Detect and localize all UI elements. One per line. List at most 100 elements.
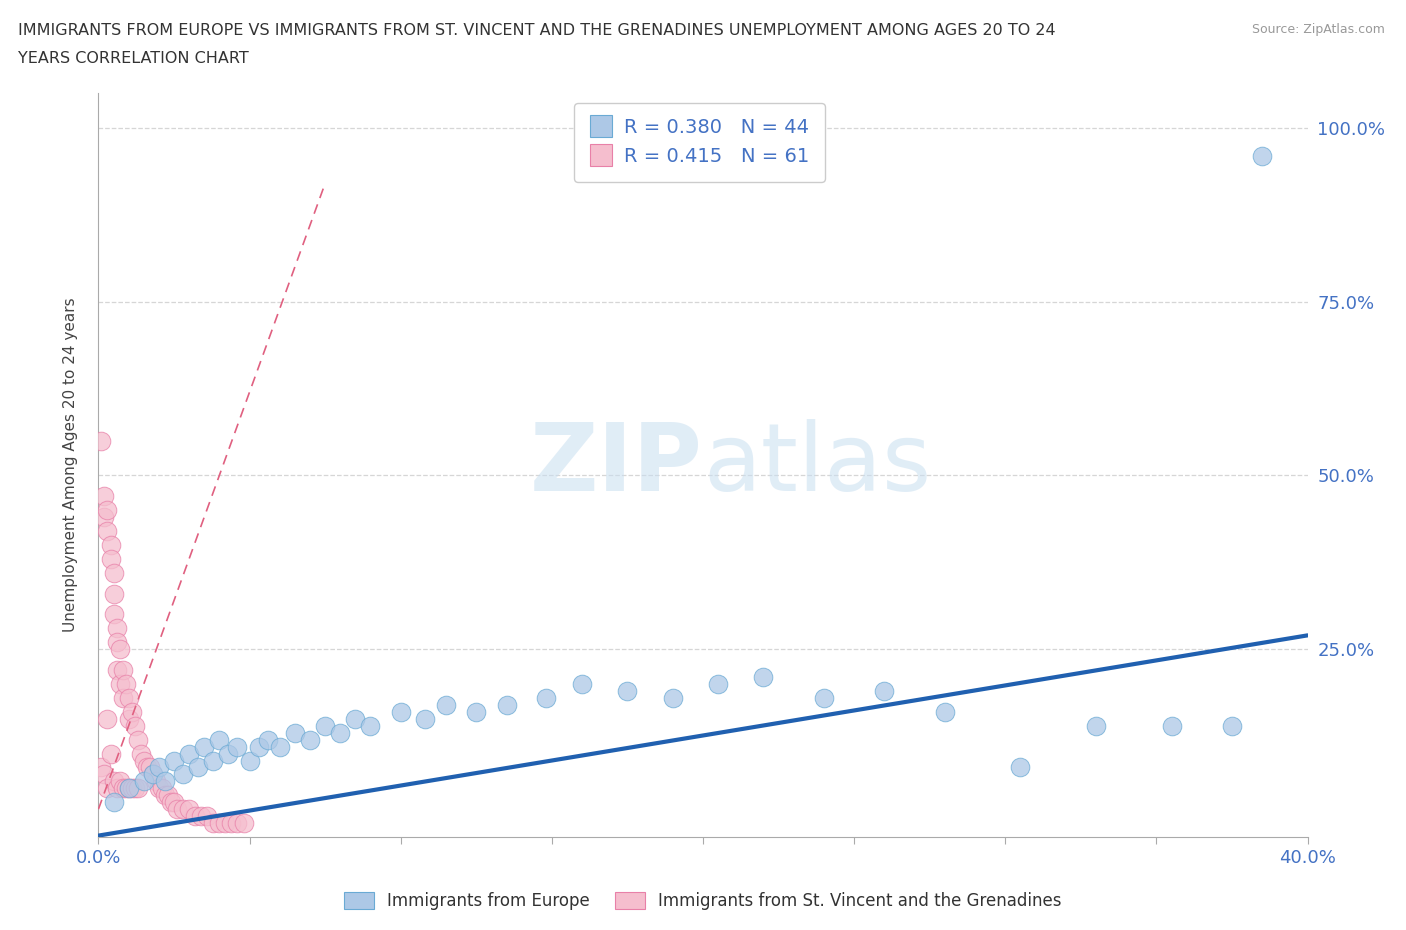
Text: ZIP: ZIP [530, 419, 703, 511]
Point [661, 690, 683, 705]
Point [389, 704, 412, 719]
Point [142, 767, 165, 782]
Point [132, 753, 155, 768]
Point [1010, 760, 1032, 775]
Point [127, 781, 149, 796]
Point [135, 760, 157, 775]
Point [121, 704, 143, 719]
Point [208, 816, 231, 830]
Point [118, 781, 141, 796]
Point [96, 503, 118, 518]
Point [129, 746, 152, 761]
Text: IMMIGRANTS FROM EUROPE VS IMMIGRANTS FROM ST. VINCENT AND THE GRENADINES UNEMPLO: IMMIGRANTS FROM EUROPE VS IMMIGRANTS FRO… [18, 23, 1056, 38]
Point [616, 684, 638, 698]
Point [142, 767, 165, 782]
Point [103, 607, 125, 622]
Point [247, 739, 270, 754]
Point [108, 642, 131, 657]
Point [93, 489, 115, 504]
Legend: R = 0.380   N = 44, R = 0.415   N = 61: R = 0.380 N = 44, R = 0.415 N = 61 [574, 102, 825, 181]
Point [100, 538, 122, 552]
Point [208, 732, 231, 747]
Point [124, 718, 146, 733]
Point [239, 753, 262, 768]
Point [153, 788, 176, 803]
Point [256, 732, 278, 747]
Point [179, 802, 201, 817]
Point [1220, 718, 1243, 733]
Point [96, 781, 118, 796]
Point [226, 816, 249, 830]
Point [103, 795, 125, 810]
Point [202, 816, 225, 830]
Point [329, 725, 352, 740]
Text: Source: ZipAtlas.com: Source: ZipAtlas.com [1251, 23, 1385, 36]
Point [214, 816, 236, 830]
Point [193, 739, 215, 754]
Point [148, 760, 170, 775]
Point [707, 677, 730, 692]
Point [90, 433, 112, 448]
Point [105, 621, 128, 636]
Point [434, 698, 457, 712]
Point [150, 781, 173, 796]
Point [114, 677, 136, 692]
Point [111, 663, 134, 678]
Point [111, 781, 134, 796]
Point [202, 753, 225, 768]
Point [571, 677, 593, 692]
Point [221, 816, 243, 830]
Point [156, 788, 179, 803]
Point [139, 760, 162, 775]
Point [495, 698, 517, 712]
Point [160, 795, 183, 810]
Point [108, 677, 131, 692]
Point [179, 746, 201, 761]
Point [105, 635, 128, 650]
Point [118, 711, 141, 726]
Point [105, 663, 128, 678]
Point [145, 774, 167, 789]
Y-axis label: Unemployment Among Ages 20 to 24 years: Unemployment Among Ages 20 to 24 years [63, 298, 77, 632]
Point [121, 781, 143, 796]
Point [217, 746, 239, 761]
Point [148, 781, 170, 796]
Legend: Immigrants from Europe, Immigrants from St. Vincent and the Grenadines: Immigrants from Europe, Immigrants from … [337, 885, 1069, 917]
Point [114, 781, 136, 796]
Point [103, 774, 125, 789]
Point [314, 718, 336, 733]
Point [172, 802, 194, 817]
Point [93, 510, 115, 525]
Point [934, 704, 956, 719]
Point [534, 690, 557, 705]
Point [118, 690, 141, 705]
Point [96, 711, 118, 726]
Point [873, 684, 896, 698]
Point [284, 725, 307, 740]
Point [103, 565, 125, 580]
Point [172, 767, 194, 782]
Point [96, 524, 118, 538]
Point [299, 732, 322, 747]
Point [132, 774, 155, 789]
Point [153, 774, 176, 789]
Point [187, 760, 209, 775]
Point [108, 774, 131, 789]
Point [1251, 148, 1274, 163]
Point [127, 732, 149, 747]
Point [118, 781, 141, 796]
Point [752, 670, 775, 684]
Point [166, 802, 188, 817]
Point [163, 753, 186, 768]
Point [813, 690, 835, 705]
Point [105, 781, 128, 796]
Point [100, 551, 122, 566]
Point [124, 781, 146, 796]
Point [269, 739, 291, 754]
Point [163, 795, 186, 810]
Point [465, 704, 488, 719]
Point [413, 711, 436, 726]
Point [90, 760, 112, 775]
Point [1160, 718, 1182, 733]
Text: YEARS CORRELATION CHART: YEARS CORRELATION CHART [18, 51, 249, 66]
